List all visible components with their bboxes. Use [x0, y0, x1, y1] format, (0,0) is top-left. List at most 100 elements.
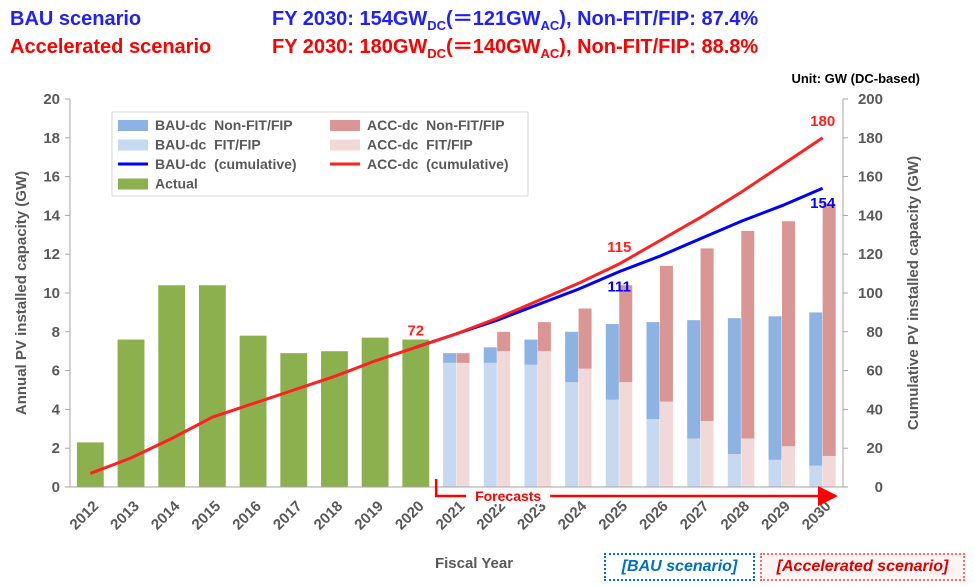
y2-axis-title: Cumulative PV installed capacity (GW) — [905, 156, 922, 430]
x-tick-label: 2016 — [229, 498, 265, 534]
bar — [659, 265, 673, 402]
forecast-label-bg — [466, 488, 551, 504]
bar — [280, 353, 308, 487]
forecast-label: Forecasts — [475, 488, 541, 504]
bar — [524, 339, 538, 365]
x-tick-label: 2015 — [189, 498, 225, 534]
accelerated-button[interactable]: [Accelerated scenario] — [760, 553, 965, 581]
bar — [537, 351, 551, 487]
bar — [605, 324, 619, 400]
bar — [781, 221, 795, 447]
bar — [578, 308, 592, 369]
bar — [822, 455, 836, 487]
bar — [741, 230, 755, 439]
x-tick-label: 2019 — [351, 498, 387, 534]
bar — [402, 339, 430, 487]
headline-part: FY 2030: 154GW — [272, 8, 427, 30]
bar — [727, 318, 741, 455]
bar — [809, 465, 823, 487]
bar — [822, 203, 836, 456]
bar — [809, 312, 823, 466]
x-tick-label: 2017 — [270, 498, 306, 534]
bar — [117, 339, 145, 487]
y2-tick-label: 20 — [866, 440, 883, 457]
y2-tick-label: 120 — [858, 246, 883, 263]
headline-part: ), Non-FIT/FIP: 87.4% — [559, 8, 758, 30]
y-tick-label: 20 — [43, 91, 60, 108]
unit-label: Unit: GW (DC-based) — [791, 71, 920, 86]
x-tick-label: 2014 — [148, 497, 184, 533]
data-label: 111 — [608, 279, 631, 296]
data-label: 72 — [407, 322, 424, 339]
x-tick-label: 2012 — [67, 498, 103, 534]
legend-swatch — [330, 139, 360, 151]
subscript: AC — [541, 46, 560, 61]
y-tick-label: 8 — [52, 324, 60, 341]
x-tick-label: 2024 — [555, 497, 591, 533]
x-tick-label: 2027 — [677, 498, 713, 534]
y2-tick-label: 0 — [875, 479, 883, 496]
bar — [443, 362, 457, 487]
y2-tick-label: 200 — [858, 91, 883, 108]
data-label: 154 — [810, 195, 836, 212]
legend-label: ACC-dc Non-FIT/FIP — [367, 117, 505, 133]
y-tick-label: 12 — [43, 246, 60, 263]
y-axis-title: Annual PV installed capacity (GW) — [13, 171, 30, 415]
bar — [483, 347, 497, 363]
bar — [361, 337, 389, 487]
bar — [646, 419, 660, 487]
headline-part: FY 2030: 180GW — [272, 36, 427, 58]
x-tick-label: 2021 — [433, 498, 469, 534]
subscript: DC — [427, 18, 446, 33]
headline-detail: FY 2030: 154GWDC(＝121GWAC), Non-FIT/FIP:… — [272, 8, 758, 33]
x-tick-label: 2030 — [799, 498, 835, 534]
y-tick-label: 4 — [52, 401, 61, 418]
headline-part: ), Non-FIT/FIP: 88.8% — [559, 36, 758, 58]
bar — [443, 353, 457, 363]
legend-label: ACC-dc FIT/FIP — [367, 137, 473, 153]
bar — [687, 320, 701, 439]
bar — [727, 454, 741, 487]
headline-part: (＝140GW — [446, 36, 541, 58]
legend-label: Actual — [155, 176, 198, 192]
bar — [198, 285, 226, 487]
y2-tick-label: 60 — [866, 363, 883, 380]
subscript: DC — [427, 46, 446, 61]
bar — [524, 364, 538, 487]
legend-label: BAU-dc FIT/FIP — [155, 137, 261, 153]
bar — [565, 382, 579, 487]
y-tick-label: 18 — [43, 130, 60, 147]
headline-label: Accelerated scenario — [10, 36, 211, 58]
bar — [483, 362, 497, 487]
bau-button[interactable]: [BAU scenario] — [604, 553, 755, 581]
legend-box — [111, 111, 529, 197]
y2-tick-label: 160 — [858, 169, 883, 186]
bar — [768, 459, 782, 487]
bar — [646, 322, 660, 420]
data-label: 180 — [810, 113, 835, 130]
data-label: 115 — [607, 239, 631, 256]
bar — [456, 362, 470, 487]
bar — [768, 316, 782, 460]
bar — [239, 335, 267, 487]
y2-tick-label: 180 — [858, 130, 883, 147]
y-tick-label: 10 — [43, 285, 60, 302]
y2-tick-label: 80 — [866, 324, 883, 341]
bar — [578, 368, 592, 487]
bar — [659, 401, 673, 487]
y-tick-label: 14 — [43, 207, 60, 224]
bar — [158, 285, 186, 487]
y-tick-label: 6 — [52, 363, 60, 380]
bar — [565, 331, 579, 383]
bar — [687, 438, 701, 487]
bar — [497, 331, 511, 352]
headline-part: (＝121GW — [446, 8, 541, 30]
bar — [456, 353, 470, 363]
bar — [76, 442, 104, 487]
y2-tick-label: 140 — [858, 207, 883, 224]
legend-swatch — [118, 178, 148, 190]
bar — [497, 351, 511, 487]
x-tick-label: 2018 — [311, 498, 347, 534]
